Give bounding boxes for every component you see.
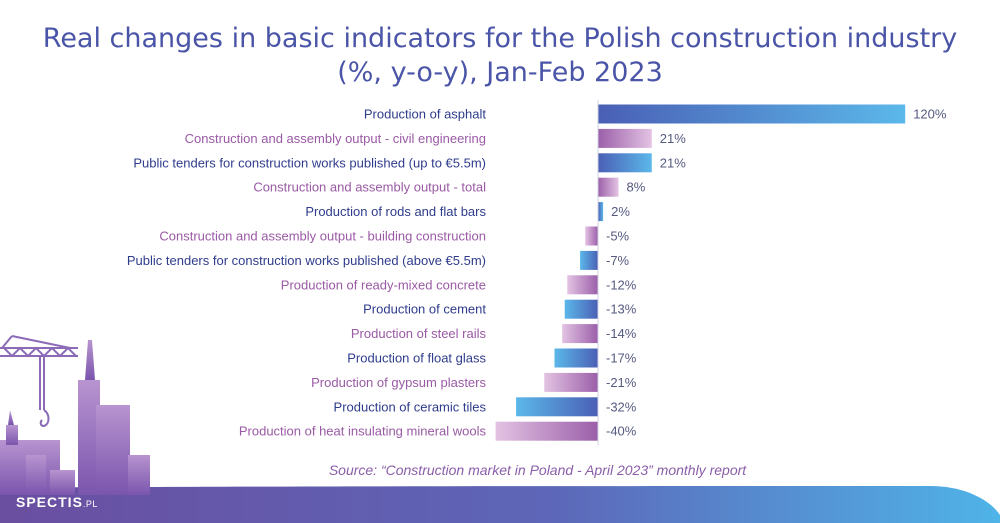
brand-suffix: .PL [82,499,98,509]
bar [598,177,619,197]
category-label: Public tenders for construction works pu… [133,155,486,170]
data-label: -7% [606,253,630,268]
category-label: Production of steel rails [351,326,487,341]
bar [567,275,598,295]
bar [598,128,652,148]
bar [516,397,598,417]
chart-title: Real changes in basic indicators for the… [0,22,1000,90]
bar [544,372,598,392]
bar [598,104,906,124]
category-label: Production of rods and flat bars [305,204,486,219]
data-label: -21% [606,375,637,390]
category-label: Public tenders for construction works pu… [127,253,486,268]
city-skyline-icon [0,340,150,495]
bar [562,324,598,344]
bar [598,202,604,222]
category-label: Production of asphalt [364,107,487,122]
crane-icon [0,335,78,428]
data-label: -32% [606,399,637,414]
data-label: -14% [606,326,637,341]
bar [598,153,652,173]
data-label: 21% [660,155,686,170]
brand-name: SPECTIS [16,494,83,510]
bar [564,299,598,319]
data-label: 21% [660,131,686,146]
category-label: Construction and assembly output - total [253,180,486,195]
bar [585,226,598,246]
data-label: -5% [606,229,630,244]
category-label: Production of ready-mixed concrete [281,277,486,292]
data-label: 2% [611,204,630,219]
category-label: Construction and assembly output - civil… [185,131,486,146]
footer-band-shape [0,486,1000,523]
chart-title-line-2: (%, y-o-y), Jan-Feb 2023 [337,57,663,88]
bar [580,250,598,270]
category-label: Production of gypsum plasters [311,375,486,390]
data-label: 8% [626,180,645,195]
source-note: Source: “Construction market in Poland -… [328,462,747,478]
data-label: -13% [606,302,637,317]
bar [495,421,598,441]
bar-chart: Production of asphalt 120% Construction an… [127,100,947,446]
data-label: -40% [606,424,637,439]
category-label: Construction and assembly output - build… [159,229,486,244]
brand-logo: SPECTIS.PL [16,494,98,510]
bars-layer: Production of asphalt 120% Construction an… [127,104,947,441]
category-label: Production of cement [363,302,486,317]
bar [554,348,598,368]
category-label: Production of ceramic tiles [334,399,487,414]
data-label: -12% [606,277,637,292]
category-label: Production of heat insulating mineral wo… [239,424,487,439]
data-label: 120% [913,107,947,122]
data-label: -17% [606,351,637,366]
chart-title-line-1: Real changes in basic indicators for the… [42,23,958,54]
category-label: Production of float glass [347,351,486,366]
